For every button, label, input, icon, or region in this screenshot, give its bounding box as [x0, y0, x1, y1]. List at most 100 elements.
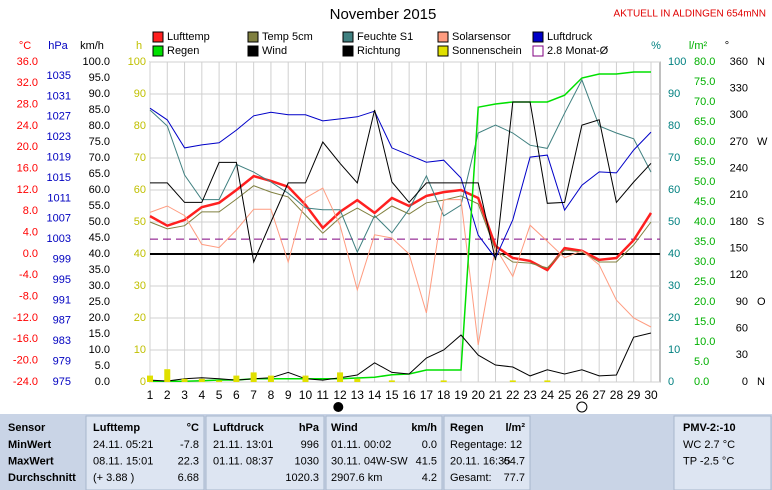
axis-label: hPa	[48, 40, 68, 52]
table-header: Luftdruck	[213, 422, 265, 434]
y-tick-label: 95.0	[89, 72, 110, 84]
x-tick-label: 17	[420, 388, 434, 402]
table-cell: 0.0	[422, 439, 437, 451]
bar	[267, 375, 274, 382]
y-tick-label: 70	[668, 152, 680, 164]
y-tick-label: 120	[730, 269, 748, 281]
bar	[388, 380, 395, 382]
table-cell: 996	[301, 439, 319, 451]
series-line	[149, 107, 652, 260]
y-tick-label: 35.0	[89, 264, 110, 276]
bar	[509, 380, 516, 382]
y-tick-label: 60.0	[694, 136, 715, 148]
y-tick-label: 30	[134, 280, 146, 292]
table-cell: 24.11. 05:21	[93, 439, 153, 451]
y-tick-label: 20	[668, 312, 680, 324]
x-tick-label: 30	[644, 388, 658, 402]
legend-swatch	[342, 31, 354, 43]
bar	[440, 380, 447, 382]
x-tick-label: 10	[299, 388, 313, 402]
y-tick-label: 80.0	[89, 120, 110, 132]
y-tick-label: 90	[668, 88, 680, 100]
table-cell: MinWert	[8, 439, 52, 451]
table-header: Lufttemp	[93, 422, 140, 434]
y-tick-label: 983	[53, 335, 71, 347]
legend-swatch	[532, 31, 544, 43]
bar	[544, 380, 551, 382]
x-tick-label: 15	[385, 388, 399, 402]
y-tick-label: 60	[668, 184, 680, 196]
y-tick-label: 12.0	[17, 184, 38, 196]
y-tick-label: 180	[730, 216, 748, 228]
series-line	[149, 185, 652, 269]
bar	[164, 369, 171, 382]
table-cell: 20.11. 16:35	[450, 455, 510, 467]
series-line	[149, 78, 652, 254]
bar	[147, 375, 153, 382]
y-tick-label: 20	[134, 312, 146, 324]
table-header: Wind	[331, 422, 358, 434]
y-tick-label: -4.0	[19, 269, 38, 281]
y-tick-label: 70.0	[89, 152, 110, 164]
legend-label: Luftdruck	[547, 31, 593, 43]
table-cell: Regentage: 12	[450, 439, 522, 451]
table-cell: 01.11. 00:02	[331, 439, 391, 451]
axis-label: l/m²	[689, 40, 708, 52]
y-tick-label: 90	[736, 296, 748, 308]
y-tick-label: 1031	[47, 90, 71, 102]
y-tick-label: 1015	[47, 172, 71, 184]
y-tick-label: 25.0	[694, 276, 715, 288]
legend-swatch	[437, 31, 449, 43]
full-moon	[576, 401, 588, 413]
legend-swatch	[532, 45, 544, 57]
y-tick-label: 90.0	[89, 88, 110, 100]
y-tick-label: 100	[668, 56, 686, 68]
compass-label: O	[757, 296, 766, 308]
y-tick-label: 975	[53, 376, 71, 388]
y-tick-label: -12.0	[13, 312, 38, 324]
table-cell: 64.7	[504, 455, 525, 467]
y-tick-label: 100.0	[82, 56, 110, 68]
legend-swatch	[152, 31, 164, 43]
y-tick-label: 16.0	[17, 163, 38, 175]
y-tick-label: 100	[128, 56, 146, 68]
y-tick-label: 65.0	[694, 116, 715, 128]
y-tick-label: 85.0	[89, 104, 110, 116]
x-tick-label: 4	[198, 388, 205, 402]
y-tick-label: -20.0	[13, 355, 38, 367]
table-column	[85, 415, 205, 490]
table-cell: MaxWert	[8, 455, 54, 467]
y-tick-label: 75.0	[694, 76, 715, 88]
y-tick-label: 50	[668, 216, 680, 228]
chart-subtitle: AKTUELL IN ALDINGEN 654mNN	[614, 9, 766, 20]
bar	[250, 372, 257, 382]
table-header: °C	[187, 422, 199, 434]
y-tick-label: 24.0	[17, 120, 38, 132]
legend-swatch	[247, 45, 259, 57]
legend-label: Feuchte S1	[357, 31, 413, 43]
y-tick-label: 60	[736, 323, 748, 335]
series-line	[150, 101, 652, 264]
bar	[233, 375, 240, 382]
y-tick-label: 999	[53, 254, 71, 266]
x-tick-label: 13	[351, 388, 365, 402]
y-tick-label: 300	[730, 109, 748, 121]
x-tick-label: 9	[285, 388, 292, 402]
x-tick-label: 7	[250, 388, 257, 402]
table-cell: 2907.6 km	[331, 472, 382, 484]
y-tick-label: -24.0	[13, 376, 38, 388]
table-cell: 1030	[295, 455, 319, 467]
y-tick-label: 30.0	[694, 256, 715, 268]
legend-label: Richtung	[357, 45, 400, 57]
y-tick-label: 0	[668, 376, 674, 388]
table-cell: Durchschnitt	[8, 472, 76, 484]
x-tick-label: 28	[610, 388, 624, 402]
y-tick-label: 1023	[47, 131, 71, 143]
legend-label: Solarsensor	[452, 31, 511, 43]
table-header: PMV-2:-10	[683, 422, 736, 434]
y-tick-label: 991	[53, 294, 71, 306]
y-tick-label: 55.0	[694, 156, 715, 168]
y-tick-label: 70	[134, 152, 146, 164]
table-column	[443, 415, 531, 490]
new-moon	[333, 402, 344, 412]
